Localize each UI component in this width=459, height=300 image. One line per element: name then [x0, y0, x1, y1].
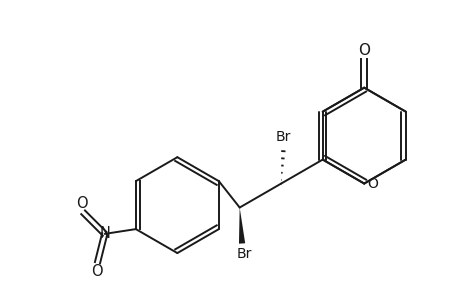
Text: Br: Br	[275, 130, 291, 144]
Text: O: O	[358, 43, 369, 58]
Polygon shape	[238, 208, 245, 244]
Text: O: O	[367, 177, 377, 190]
Text: N: N	[99, 226, 110, 242]
Text: O: O	[90, 264, 102, 279]
Text: O: O	[76, 196, 88, 211]
Text: Br: Br	[236, 247, 252, 261]
